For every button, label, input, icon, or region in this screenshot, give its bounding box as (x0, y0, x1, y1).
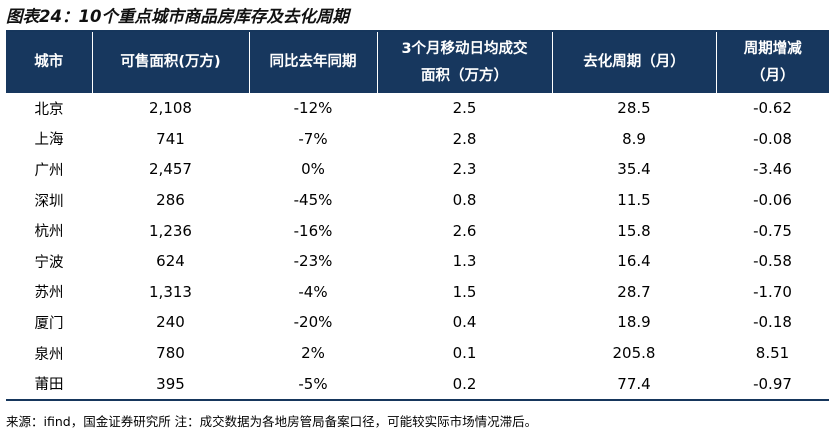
title-rule (6, 30, 829, 32)
column-header-text: 同比去年同期 (269, 54, 357, 70)
column-header-text: 面积（万方） (421, 67, 508, 84)
table-cell: 16.4 (617, 252, 651, 271)
table-cell: -0.62 (753, 99, 792, 118)
table-cell: -3.46 (753, 160, 792, 179)
city-cell: 泉州 (34, 346, 64, 363)
table-cell: 205.8 (612, 344, 656, 363)
column-header-text: 可售面积(万方) (120, 54, 221, 70)
table-cell: 240 (156, 313, 185, 332)
table-cell: 0.1 (452, 344, 477, 363)
table-cell: -12% (293, 99, 333, 118)
table-row: 上海 741 -7% 2.8 8.9 -0.08 (6, 124, 829, 155)
inventory-table: 城市 可售面积(万方) 同比去年同期 3个月移动日均成交 面积（万方） 去化周期（月） 周期… (6, 32, 829, 401)
city-cell: 深圳 (34, 193, 64, 210)
table-cell: 28.5 (617, 99, 651, 118)
column-header: 周期增减 （月） (715, 32, 829, 93)
table-cell: -5% (249, 368, 377, 401)
table-row: 苏州 1,313 -4% 1.5 28.7 -1.70 (6, 277, 829, 308)
city-cell: 厦门 (34, 315, 64, 332)
table-cell: -0.08 (753, 129, 792, 148)
table-cell: 2,457 (149, 160, 192, 179)
table-cell: -0.58 (753, 252, 792, 271)
column-header-text: 去化周期（月） (583, 54, 685, 70)
table-cell: -20% (293, 313, 333, 332)
source-note: 来源：ifind，国金证券研究所 注：成交数据为各地房管局备案口径，可能较实际市… (6, 414, 538, 429)
column-header: 去化周期（月） (551, 32, 716, 93)
table-row: 广州 2,457 0% 2.3 35.4 -3.46 (6, 154, 829, 185)
table-row: 北京 2,108 -12% 2.5 28.5 -0.62 (6, 93, 829, 124)
figure-title: 图表24：10个重点城市商品房库存及去化周期 (6, 7, 349, 26)
city-cell: 杭州 (34, 224, 64, 241)
table-cell: 1.5 (452, 282, 477, 301)
column-header-text: 3个月移动日均成交 (401, 40, 528, 57)
table-cell: -16% (293, 221, 333, 240)
column-header: 同比去年同期 (248, 32, 377, 93)
table-cell: 1,236 (149, 221, 192, 240)
table-cell: -1.70 (753, 282, 792, 301)
table-row: 莆田 395 -5% 0.2 77.4 -0.97 (6, 368, 829, 401)
table-cell: 741 (156, 129, 185, 148)
table-cell: 15.8 (617, 221, 651, 240)
column-header-text: （月） (751, 67, 795, 84)
city-cell: 莆田 (6, 368, 92, 401)
table-cell: 0.2 (377, 368, 552, 401)
column-header-text: 城市 (34, 54, 64, 70)
column-header: 城市 (6, 32, 92, 93)
table-cell: 1,313 (149, 282, 192, 301)
table-cell: 0% (301, 160, 325, 179)
table-cell: 1.3 (452, 252, 477, 271)
table-cell: -0.75 (753, 221, 792, 240)
city-cell: 上海 (34, 132, 64, 149)
table-cell: 286 (156, 191, 185, 210)
table-cell: 2,108 (149, 99, 192, 118)
city-cell: 北京 (34, 101, 64, 118)
table-cell: -0.97 (716, 368, 829, 401)
table-cell: -0.18 (753, 313, 792, 332)
city-cell: 广州 (34, 162, 64, 179)
table-cell: 395 (92, 368, 249, 401)
table-cell: 2% (301, 344, 325, 363)
table-cell: 2.8 (452, 129, 477, 148)
table-body: 北京 2,108 -12% 2.5 28.5 -0.62 上海 741 -7% 2.8 8.9 -0.… (6, 93, 829, 401)
table-row: 深圳 286 -45% 0.8 11.5 -0.06 (6, 185, 829, 216)
table-cell: 11.5 (617, 191, 651, 210)
table-cell: 18.9 (617, 313, 651, 332)
table-cell: 2.3 (452, 160, 477, 179)
table-header-row: 城市 可售面积(万方) 同比去年同期 3个月移动日均成交 面积（万方） 去化周期（月） 周期… (6, 32, 829, 93)
table-cell: -4% (298, 282, 328, 301)
table-cell: -7% (298, 129, 328, 148)
table-row: 宁波 624 -23% 1.3 16.4 -0.58 (6, 246, 829, 277)
table-row: 泉州 780 2% 0.1 205.8 8.51 (6, 338, 829, 369)
column-header: 可售面积(万方) (91, 32, 249, 93)
table-row: 厦门 240 -20% 0.4 18.9 -0.18 (6, 307, 829, 338)
city-cell: 宁波 (34, 254, 64, 271)
city-cell: 苏州 (34, 285, 64, 302)
table-cell: 624 (156, 252, 185, 271)
table-row: 杭州 1,236 -16% 2.6 15.8 -0.75 (6, 215, 829, 246)
column-header: 3个月移动日均成交 面积（万方） (376, 32, 552, 93)
table-cell: 2.6 (452, 221, 477, 240)
table-cell: 77.4 (552, 368, 716, 401)
table-cell: -23% (293, 252, 333, 271)
table-cell: -45% (293, 191, 333, 210)
table-cell: 0.4 (452, 313, 477, 332)
table-cell: 8.51 (755, 344, 790, 363)
column-header-text: 周期增减 (743, 40, 802, 57)
table-cell: 28.7 (617, 282, 651, 301)
table-cell: 780 (156, 344, 185, 363)
table-cell: -0.06 (753, 191, 792, 210)
table-cell: 2.5 (452, 99, 477, 118)
table-cell: 0.8 (452, 191, 477, 210)
table-cell: 35.4 (617, 160, 651, 179)
table-cell: 8.9 (622, 129, 646, 148)
